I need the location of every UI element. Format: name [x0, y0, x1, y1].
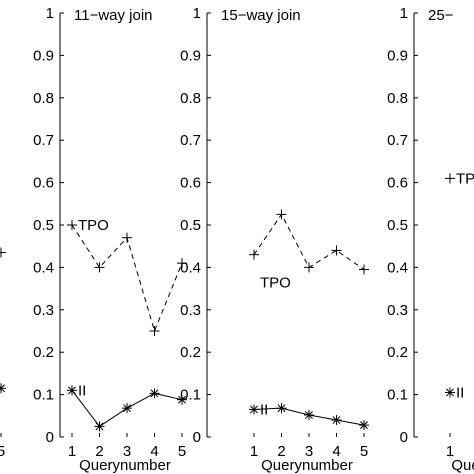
- y-tick-label: 0.2: [33, 344, 54, 361]
- y-tick-label: 0.1: [387, 387, 408, 404]
- x-tick-label: 4: [332, 443, 340, 460]
- series-label-tpo: TPO: [78, 217, 109, 234]
- series-label-ii: II: [78, 382, 86, 399]
- y-tick-label: 0.6: [180, 175, 201, 192]
- asterisk-marker: [0, 383, 6, 394]
- series-label-tpo: TPO: [456, 170, 474, 187]
- marker-stroke: [178, 395, 186, 404]
- series-label-tpo: TPO: [260, 275, 291, 292]
- y-tick-label: 0.4: [33, 259, 54, 276]
- marker-stroke: [250, 405, 258, 414]
- marker-stroke: [332, 416, 341, 424]
- panel-2: 0 0.1 0.2 0.3 0.4 0.5 0.6 0.7 0.8 0.9 1 1 2 3 4 5 15−way…: [180, 5, 369, 474]
- marker-stroke: [68, 386, 76, 395]
- x-axis-label: Querynumber: [79, 457, 171, 474]
- y-tick-label: 1: [400, 5, 408, 22]
- y-tick-label: 0.4: [387, 259, 408, 276]
- plus-marker: [276, 209, 287, 220]
- x-tick-label: 1: [446, 443, 454, 460]
- plus-marker: [304, 262, 314, 273]
- plus-marker: [94, 262, 105, 273]
- x-tick-label: 2: [277, 443, 285, 460]
- series-label-ii: II: [260, 401, 268, 418]
- x-tick-label: 1: [250, 443, 258, 460]
- asterisk-marker: [149, 388, 160, 399]
- plus-marker: [177, 258, 187, 269]
- y-tick-label: 1: [193, 5, 201, 22]
- plus-marker: [0, 247, 6, 258]
- y-tick-label: 0.6: [33, 175, 54, 192]
- series-line-tpo: [253, 213, 365, 270]
- y-tick-label: 0.3: [180, 302, 201, 319]
- y-tick-label: 0: [193, 429, 201, 446]
- y-tick-label: 0: [46, 429, 54, 446]
- x-axis-label: Quer: [451, 457, 474, 474]
- panel-3: 0 0.1 0.2 0.3 0.4 0.5 0.6 0.7 0.8 0.9 1 1 25− Quer TPO…: [387, 5, 474, 474]
- y-tick-label: 0.4: [180, 259, 201, 276]
- series-label-ii: II: [456, 384, 464, 401]
- x-tick-label: 5: [178, 443, 186, 460]
- y-tick-label: 0.5: [33, 217, 54, 234]
- marker-stroke: [360, 421, 368, 430]
- marker-stroke: [0, 384, 5, 390]
- marker-stroke: [305, 410, 313, 419]
- y-tick-label: 0.7: [180, 132, 201, 149]
- plus-marker: [445, 173, 455, 184]
- x-axis-label: Querynumber: [261, 457, 353, 474]
- plus-marker: [249, 249, 259, 260]
- y-tick-label: 0.3: [33, 302, 54, 319]
- asterisk-marker: [67, 385, 77, 396]
- y-tick-label: 0.5: [180, 217, 201, 234]
- panel-title: 25−: [428, 7, 454, 24]
- plus-marker: [331, 245, 342, 256]
- x-tick-label: 5: [0, 443, 5, 460]
- asterisk-marker: [359, 420, 369, 431]
- panel-1: 0 0.1 0.2 0.3 0.4 0.5 0.6 0.7 0.8 0.9 1 1 2 3 4 5 11−way…: [33, 5, 187, 474]
- y-tick-label: 0.9: [387, 47, 408, 64]
- y-tick-label: 0.2: [180, 344, 201, 361]
- asterisk-marker: [94, 421, 105, 432]
- y-tick-label: 0.8: [180, 90, 201, 107]
- y-tick-label: 0.9: [180, 47, 201, 64]
- panel-title: 15−way join: [221, 7, 301, 24]
- asterisk-marker: [304, 409, 314, 420]
- plus-marker: [149, 326, 160, 336]
- asterisk-marker: [249, 404, 259, 415]
- x-tick-label: 2: [95, 443, 103, 460]
- panel-0: 5: [0, 247, 6, 460]
- y-tick-label: 0.7: [387, 132, 408, 149]
- y-tick-label: 0.2: [387, 344, 408, 361]
- plus-marker: [122, 232, 132, 243]
- y-tick-label: 0.5: [387, 217, 408, 234]
- marker-stroke: [95, 422, 104, 431]
- y-tick-label: 0.3: [387, 302, 408, 319]
- x-tick-label: 1: [68, 443, 76, 460]
- x-tick-label: 5: [360, 443, 368, 460]
- asterisk-marker: [177, 394, 187, 405]
- y-tick-label: 0.8: [33, 90, 54, 107]
- asterisk-marker: [331, 415, 342, 426]
- x-tick-label: 3: [123, 443, 131, 460]
- y-tick-label: 0.6: [387, 175, 408, 192]
- asterisk-marker: [276, 403, 287, 414]
- marker-stroke: [277, 404, 286, 413]
- x-tick-label: 3: [305, 443, 313, 460]
- y-tick-label: 0.1: [180, 387, 201, 404]
- x-tick-label: 4: [150, 443, 158, 460]
- marker-stroke: [150, 389, 159, 398]
- asterisk-marker: [122, 403, 132, 414]
- y-tick-label: 0: [400, 429, 408, 446]
- plus-marker: [359, 264, 369, 275]
- plus-marker: [67, 220, 77, 230]
- y-tick-label: 1: [46, 5, 54, 22]
- y-tick-label: 0.9: [33, 47, 54, 64]
- marker-stroke: [123, 404, 131, 413]
- asterisk-marker: [445, 387, 455, 398]
- panel-title: 11−way join: [74, 7, 153, 24]
- y-tick-label: 0.7: [33, 132, 54, 149]
- y-tick-label: 0.8: [387, 90, 408, 107]
- y-tick-label: 0.1: [33, 387, 54, 404]
- marker-stroke: [446, 388, 454, 397]
